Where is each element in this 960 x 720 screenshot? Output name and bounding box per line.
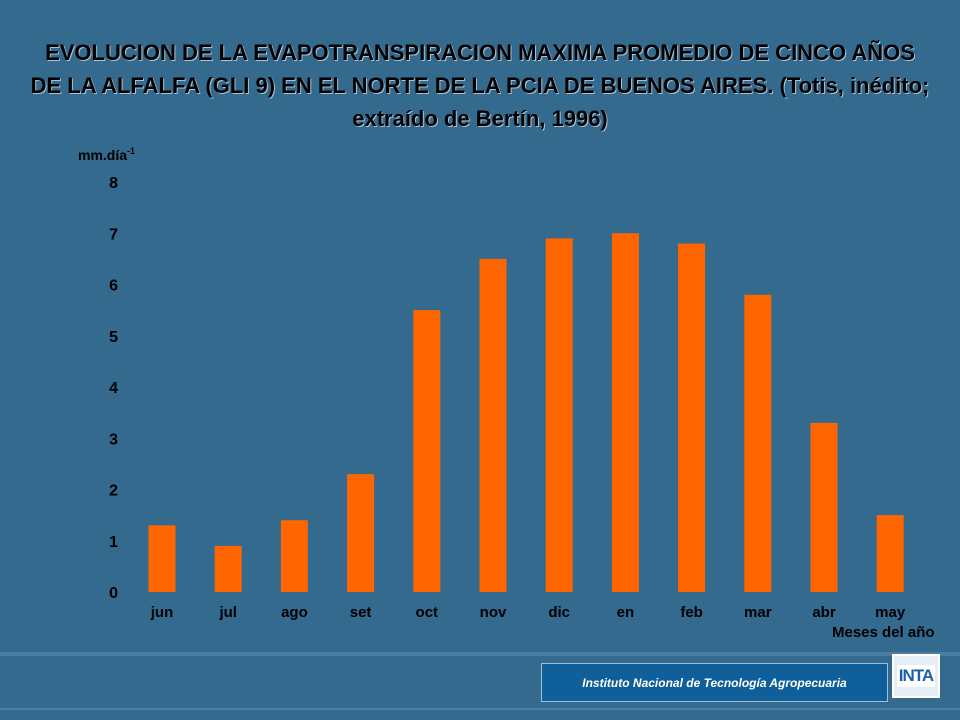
x-tick-label: nov: [480, 604, 507, 621]
bar-may: [876, 515, 904, 592]
bar-jun: [148, 525, 176, 592]
bar-oct: [413, 310, 441, 592]
y-tick-label: 8: [109, 175, 118, 192]
y-tick-label: 5: [109, 329, 118, 346]
x-tick-label: en: [617, 604, 635, 621]
y-axis-label: mm.día-1: [78, 146, 135, 163]
y-tick-label: 0: [109, 585, 118, 602]
y-tick-label: 7: [109, 226, 118, 243]
inta-logo: INTA: [892, 654, 940, 698]
bar-set: [347, 474, 375, 592]
x-tick-label: dic: [548, 604, 570, 621]
y-tick-label: 2: [109, 483, 118, 500]
x-tick-label: jul: [218, 604, 237, 621]
institute-banner: Instituto Nacional de Tecnología Agropec…: [541, 663, 888, 702]
bar-abr: [810, 422, 838, 592]
x-tick-label: jun: [150, 604, 174, 621]
y-tick-label: 6: [109, 278, 118, 295]
chart-title: EVOLUCION DE LA EVAPOTRANSPIRACION MAXIM…: [30, 40, 930, 131]
footer-bottom-divider: [0, 708, 960, 710]
bar-nov: [479, 258, 507, 592]
x-tick-label: oct: [416, 604, 439, 621]
y-tick-label: 4: [109, 380, 118, 397]
bar-jul: [214, 545, 242, 592]
x-tick-label: set: [350, 604, 372, 621]
x-tick-label: feb: [680, 604, 703, 621]
bar-feb: [678, 243, 706, 592]
logo-text: INTA: [896, 665, 936, 687]
bar-mar: [744, 294, 772, 592]
bar-dic: [545, 238, 573, 592]
x-tick-label: may: [875, 604, 906, 621]
bar-en: [611, 233, 639, 592]
y-tick-label: 3: [109, 431, 118, 448]
y-tick-label: 1: [109, 534, 118, 551]
bars: [148, 233, 904, 592]
x-axis-label: Meses del año: [832, 624, 935, 641]
y-axis-ticks: 0 1 2 3 4 5 6 7 8: [109, 175, 118, 602]
bar-chart: 0 1 2 3 4 5 6 7 8 jun jul ago set oct nov dic en feb mar a…: [78, 146, 935, 641]
x-tick-label: abr: [812, 604, 836, 621]
x-tick-label: ago: [281, 604, 308, 621]
x-tick-label: mar: [744, 604, 772, 621]
x-axis-ticks: jun jul ago set oct nov dic en feb mar abr may: [150, 604, 906, 621]
footer-divider: [0, 652, 960, 656]
bar-ago: [280, 520, 308, 592]
